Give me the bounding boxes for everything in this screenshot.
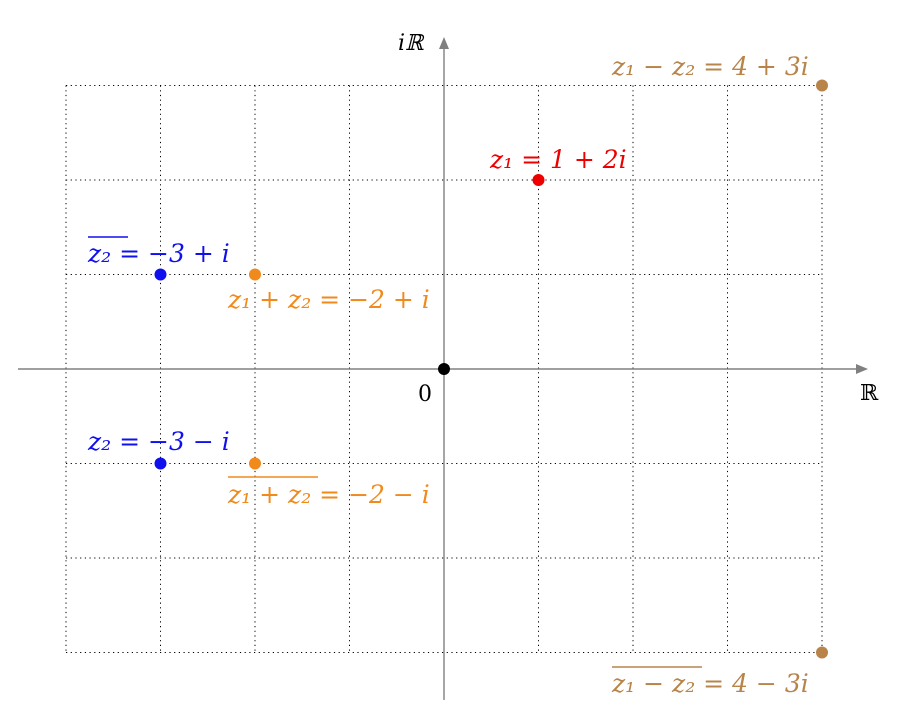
imaginary-axis-arrowhead	[439, 37, 449, 49]
point-diff	[816, 79, 828, 92]
point-conj-diff	[816, 646, 828, 659]
point-conj-z2	[154, 268, 167, 281]
points	[154, 79, 828, 659]
point-z2	[154, 457, 167, 470]
conjugate-overlines	[88, 236, 702, 668]
label-z1: z₁ = 1 + 2i	[489, 145, 627, 174]
label-conj-sum: z₁ + z₂ = −2 − i	[227, 480, 430, 509]
label-conj-diff: z₁ − z₂ = 4 − 3i	[611, 669, 809, 698]
label-z2: z₂ = −3 − i	[87, 427, 230, 456]
real-axis-label: ℝ	[860, 381, 879, 406]
point-conj-sum	[249, 457, 261, 470]
point-z1	[532, 174, 545, 186]
label-conj-z2: z₂ = −3 + i	[87, 239, 230, 268]
label-diff: z₁ − z₂ = 4 + 3i	[611, 52, 809, 81]
point-origin	[438, 363, 450, 375]
label-sum: z₁ + z₂ = −2 + i	[227, 285, 430, 314]
real-axis-arrowhead	[856, 364, 868, 374]
point-sum	[249, 268, 261, 281]
origin-label: 0	[418, 382, 432, 407]
point-labels: z₁ = 1 + 2i z₂ = −3 + i z₂ = −3 − i z₁ +…	[87, 52, 809, 698]
imaginary-axis-label: iℝ	[398, 31, 425, 56]
